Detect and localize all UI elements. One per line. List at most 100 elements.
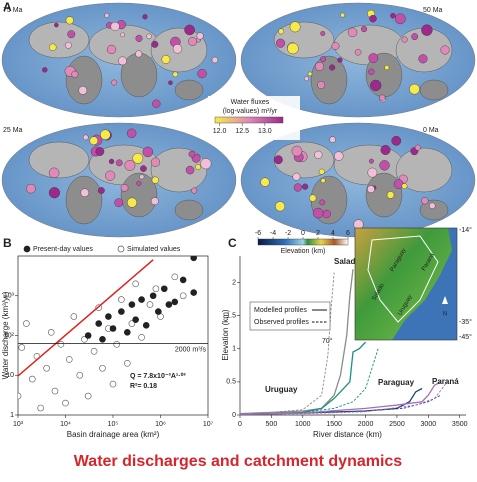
simulated-point bbox=[51, 387, 59, 395]
map-outlet bbox=[369, 14, 377, 23]
modelled-profile bbox=[239, 341, 367, 415]
y-tick-label: 10² bbox=[4, 332, 15, 339]
colorbar-tick-label: 6 bbox=[346, 230, 350, 237]
map-outlet bbox=[195, 164, 201, 170]
map-outlet bbox=[89, 136, 99, 145]
map-outlet bbox=[334, 151, 344, 161]
map-age-label: 0 Ma bbox=[423, 127, 439, 134]
observed-profile bbox=[239, 394, 442, 415]
present-point bbox=[190, 256, 198, 262]
map-outlet bbox=[293, 183, 302, 192]
panel-label: B bbox=[3, 236, 12, 250]
map-outlet bbox=[421, 24, 433, 36]
present-point bbox=[190, 289, 198, 296]
fit-equation: Q = 7.8x10⁻³A¹·⁰³ bbox=[130, 372, 186, 380]
map-outlet bbox=[124, 159, 136, 171]
map-outlet bbox=[100, 129, 111, 140]
map-outlet bbox=[368, 68, 375, 75]
map-outlet bbox=[142, 146, 154, 158]
map-outlet bbox=[309, 194, 317, 202]
present-point bbox=[123, 329, 131, 336]
map-outlet bbox=[151, 40, 159, 48]
map-outlet bbox=[54, 22, 59, 28]
modelled-profile bbox=[239, 269, 354, 415]
simulated-point bbox=[123, 359, 131, 367]
present-point bbox=[160, 285, 168, 293]
colorbar-tick-label: 0 bbox=[301, 230, 305, 237]
panel-label: C bbox=[228, 236, 237, 250]
present-point bbox=[95, 320, 103, 327]
map-outlet bbox=[276, 38, 286, 48]
y-tick-label: 1 bbox=[10, 412, 14, 419]
colorbar bbox=[257, 238, 349, 246]
x-tick-label: 10⁷ bbox=[203, 421, 214, 428]
map-land bbox=[365, 172, 403, 218]
y-tick-label: 0 bbox=[232, 412, 236, 419]
map-outlet bbox=[152, 99, 161, 108]
map-outlet bbox=[172, 71, 179, 78]
legend-box bbox=[249, 301, 331, 331]
fit-line bbox=[18, 259, 154, 377]
colorbar-title: Water fluxes bbox=[231, 99, 270, 106]
map-outlet bbox=[188, 37, 197, 46]
y-tick-label: 1 bbox=[232, 346, 236, 353]
map-outlet bbox=[82, 134, 89, 141]
map-outlet bbox=[191, 187, 198, 194]
map-outlet bbox=[114, 198, 124, 208]
colorbar-tick-label: -6 bbox=[255, 230, 261, 237]
colorbar-tick-label: 12.5 bbox=[235, 128, 249, 135]
map-outlet bbox=[118, 56, 127, 66]
present-point bbox=[149, 292, 157, 300]
map-outlet bbox=[127, 197, 138, 208]
map-outlet bbox=[329, 64, 336, 71]
map-outlet bbox=[429, 202, 436, 209]
map-outlet bbox=[48, 187, 60, 199]
colorbar-tick-label: 4 bbox=[331, 230, 335, 237]
map-outlet bbox=[411, 33, 419, 41]
map-outlet bbox=[108, 158, 115, 165]
colorbar-tick-label: 12.0 bbox=[213, 128, 227, 135]
x-tick-label: 2500 bbox=[389, 421, 405, 428]
map-outlet bbox=[111, 79, 118, 86]
map-outlet bbox=[391, 135, 402, 146]
inset-frame bbox=[354, 227, 458, 341]
map-outlet bbox=[65, 16, 74, 25]
map-outlet bbox=[105, 170, 116, 181]
map-outlet bbox=[314, 61, 325, 71]
map-outlet bbox=[317, 81, 326, 89]
map-outlet bbox=[136, 180, 142, 186]
map-outlet bbox=[287, 42, 299, 55]
legend-label: Observed profiles bbox=[254, 319, 309, 326]
present-point bbox=[142, 322, 150, 329]
map-outlet bbox=[421, 197, 429, 205]
map-land bbox=[419, 199, 449, 221]
plot-frame bbox=[17, 255, 209, 416]
map-outlet bbox=[368, 53, 379, 63]
map-land bbox=[28, 141, 90, 179]
simulated-point bbox=[146, 301, 154, 308]
plot-area bbox=[18, 256, 198, 412]
map-outlet bbox=[135, 34, 143, 42]
y-tick-label: 2 bbox=[232, 279, 236, 286]
map-outlet bbox=[211, 56, 219, 64]
map-outlet bbox=[260, 177, 270, 187]
y-tick-label: 0.5 bbox=[226, 379, 236, 386]
map-outlet bbox=[369, 158, 374, 164]
x-tick-label: 500 bbox=[266, 421, 278, 428]
present-point bbox=[155, 308, 162, 315]
x-tick-label: 1000 bbox=[295, 421, 311, 428]
map-outlet bbox=[386, 191, 395, 199]
map-outlet bbox=[97, 187, 105, 194]
legend-label: Simulated values bbox=[127, 246, 181, 253]
panel-label: A bbox=[3, 0, 12, 14]
map-outlet bbox=[65, 41, 72, 49]
map-outlet bbox=[292, 172, 301, 181]
colorbar-title: Elevation (km) bbox=[281, 248, 326, 255]
map-land bbox=[395, 147, 453, 193]
map-outlet bbox=[49, 43, 57, 51]
colorbar-subtitle: (log-values) m³/yr bbox=[223, 108, 278, 115]
angle-label: 70° bbox=[322, 337, 333, 345]
map-outlet bbox=[115, 159, 123, 167]
inset-land bbox=[355, 228, 452, 340]
